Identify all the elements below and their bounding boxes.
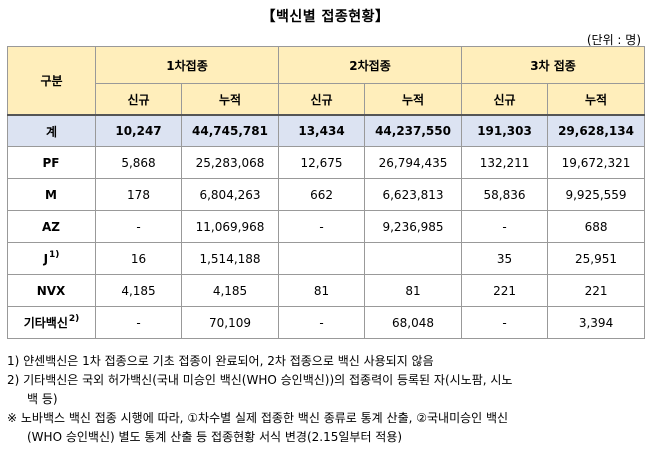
table-cell: 44,745,781	[180, 114, 280, 147]
header-row-sub: 신규 누적 신규 누적 신규 누적	[8, 83, 646, 116]
remark-note-continued: (WHO 승인백신) 별도 통계 산출 등 접종현황 서식 변경(2.15일부터…	[27, 430, 403, 444]
remark-note: ※ 노바백스 백신 접종 시행에 따라, ①차수별 실제 접종한 백신 종류로 …	[7, 411, 509, 425]
table-cell: 81	[278, 274, 366, 307]
table-cell: -	[95, 306, 182, 339]
table-cell: 70,109	[180, 306, 280, 339]
table-cell: -	[95, 210, 182, 243]
table-cell: 6,623,813	[364, 178, 463, 211]
table-cell: 29,628,134	[547, 114, 646, 147]
table-row: M 178 6,804,263 662 6,623,813 58,836 9,9…	[7, 178, 646, 211]
row-label: AZ	[7, 210, 96, 243]
table-row: J1) 16 1,514,188 35 25,951	[7, 242, 646, 275]
table-cell: 9,236,985	[364, 210, 463, 243]
row-label: 기타백신2)	[7, 306, 96, 339]
table-cell: 221	[461, 274, 549, 307]
table-cell: 3,394	[547, 306, 646, 339]
table-cell: 12,675	[278, 146, 366, 179]
table-cell: 16	[95, 242, 182, 275]
table-cell: 58,836	[461, 178, 549, 211]
table-row: AZ - 11,069,968 - 9,236,985 - 688	[7, 210, 646, 243]
table-cell: 221	[547, 274, 646, 307]
row-label: M	[7, 178, 96, 211]
row-label: J1)	[7, 242, 96, 275]
unit-label: (단위 : 명)	[586, 33, 641, 47]
table-cell: 68,048	[364, 306, 463, 339]
header-row-groups: 구분 1차접종 2차접종 3차 접종	[7, 46, 646, 116]
table-cell	[364, 242, 463, 275]
table-cell: -	[461, 210, 549, 243]
table-cell: 11,069,968	[180, 210, 280, 243]
header-sub: 누적	[180, 83, 280, 116]
header-group-dose1: 1차접종	[94, 46, 280, 84]
table-cell: 6,804,263	[180, 178, 280, 211]
header-category: 구분	[7, 46, 96, 116]
header-sub: 신규	[95, 83, 182, 116]
table-cell: 26,794,435	[364, 146, 463, 179]
header-sub: 누적	[547, 83, 646, 116]
total-row: 계 10,247 44,745,781 13,434 44,237,550 19…	[7, 114, 646, 147]
header-sub: 신규	[461, 83, 549, 116]
table-cell: -	[278, 306, 366, 339]
table-cell: 191,303	[461, 114, 549, 147]
header-group-dose3: 3차 접종	[461, 46, 646, 84]
table-cell: 662	[278, 178, 366, 211]
table-cell: 178	[95, 178, 182, 211]
table-row: NVX 4,185 4,185 81 81 221 221	[7, 274, 646, 307]
row-label: PF	[7, 146, 96, 179]
table-cell: -	[278, 210, 366, 243]
table-cell: 44,237,550	[364, 114, 463, 147]
page-title: 【백신별 접종현황】	[261, 9, 390, 25]
table-cell: 81	[364, 274, 463, 307]
footnotes: 1) 얀센백신은 1차 접종으로 기초 접종이 완료되어, 2차 접종으로 백신…	[7, 352, 647, 447]
table-cell: 132,211	[461, 146, 549, 179]
table-cell: 25,951	[547, 242, 646, 275]
table-cell: 9,925,559	[547, 178, 646, 211]
table-row: 기타백신2) - 70,109 - 68,048 - 3,394	[7, 306, 646, 339]
table-cell: -	[461, 306, 549, 339]
table-cell: 688	[547, 210, 646, 243]
table-cell	[278, 242, 366, 275]
header-group-dose2: 2차접종	[278, 46, 463, 84]
row-label: 계	[7, 114, 96, 147]
header-sub: 누적	[364, 83, 463, 116]
footnote-1: 1) 얀센백신은 1차 접종으로 기초 접종이 완료되어, 2차 접종으로 백신…	[7, 354, 434, 368]
footnote-2: 2) 기타백신은 국외 허가백신(국내 미승인 백신(WHO 승인백신))의 접…	[7, 373, 513, 387]
vaccination-table: 구분 1차접종 2차접종 3차 접종 신규 누적 신규 누적 신규 누적 계 1…	[7, 46, 646, 339]
header-sub: 신규	[278, 83, 366, 116]
table-cell: 35	[461, 242, 549, 275]
table-cell: 19,672,321	[547, 146, 646, 179]
table-cell: 5,868	[95, 146, 182, 179]
table-cell: 4,185	[95, 274, 182, 307]
table-cell: 13,434	[278, 114, 366, 147]
table-cell: 1,514,188	[180, 242, 280, 275]
table-row: PF 5,868 25,283,068 12,675 26,794,435 13…	[7, 146, 646, 179]
footnote-2-continued: 백 등)	[27, 392, 58, 406]
table-cell: 25,283,068	[180, 146, 280, 179]
table-cell: 10,247	[95, 114, 182, 147]
row-label: NVX	[7, 274, 96, 307]
table-cell: 4,185	[180, 274, 280, 307]
